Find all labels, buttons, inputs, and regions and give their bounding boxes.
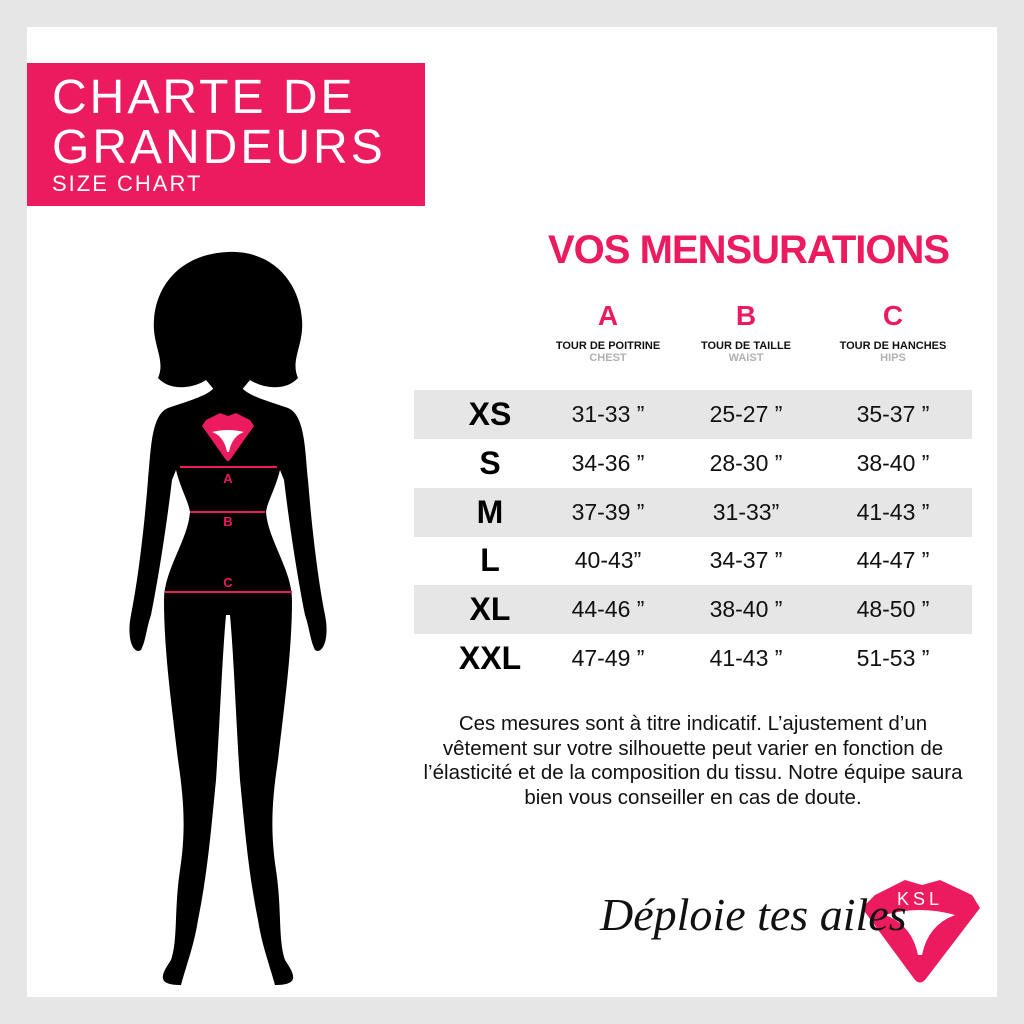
- measure-cell-c: 44-47 ”: [856, 547, 930, 574]
- column-name: TOUR DE POITRINE: [555, 340, 661, 352]
- title-line-1: CHARTE DE: [52, 71, 356, 124]
- measure-cell-b: 38-40 ”: [709, 596, 783, 623]
- column-english: WAIST: [728, 352, 764, 364]
- measure-lines: [165, 466, 292, 593]
- measure-cell-a: 37-39 ”: [571, 498, 645, 525]
- size-cell: S: [479, 444, 501, 481]
- column-header-a: A TOUR DE POITRINE CHEST: [528, 300, 688, 364]
- size-cell: XXL: [458, 640, 522, 676]
- size-cell: L: [480, 542, 500, 579]
- table-row: XL 44-46 ” 38-40 ” 48-50 ”: [414, 585, 972, 635]
- column-letter: A: [597, 300, 619, 331]
- measure-cell-c: 41-43 ”: [856, 498, 930, 525]
- title: CHARTE DE GRANDEURS: [52, 73, 386, 173]
- measure-cell-c: 48-50 ”: [856, 596, 930, 623]
- size-cell: XL: [469, 591, 511, 628]
- measure-cell-b: 31-33”: [712, 498, 780, 525]
- measure-cell-a: 34-36 ”: [571, 449, 645, 476]
- measure-cell-a: 31-33 ”: [571, 401, 645, 427]
- title-banner: CHARTE DE GRANDEURS SIZE CHART: [27, 63, 425, 206]
- table-row: S 34-36 ” 28-30 ” 38-40 ”: [414, 439, 972, 488]
- table-row: L 40-43” 34-37 ” 44-47 ”: [414, 536, 972, 585]
- column-name: TOUR DE TAILLE: [700, 340, 792, 352]
- slogan: Déploie tes ailes: [600, 889, 907, 940]
- label-b: B: [223, 514, 232, 529]
- measure-cell-a: 44-46 ”: [571, 596, 645, 623]
- column-letter: B: [735, 300, 757, 331]
- label-c: C: [223, 575, 233, 590]
- measure-cell-b: 41-43 ”: [709, 645, 783, 671]
- size-cell: XS: [468, 396, 512, 432]
- title-line-2: GRANDEURS: [52, 121, 386, 174]
- measure-cell-c: 51-53 ”: [856, 645, 930, 671]
- disclaimer-note: Ces mesures sont à titre indicatif. L’aj…: [423, 712, 963, 809]
- measure-cell-b: 34-37 ”: [709, 547, 783, 574]
- measure-cell-b: 28-30 ”: [709, 449, 783, 476]
- column-header-b: B TOUR DE TAILLE WAIST: [666, 300, 826, 364]
- column-header-c: C TOUR DE HANCHES HIPS: [813, 300, 973, 364]
- column-english: HIPS: [880, 352, 906, 364]
- logo-text: KSL: [897, 889, 943, 909]
- column-name: TOUR DE HANCHES: [839, 340, 947, 352]
- measure-cell-a: 47-49 ”: [571, 645, 645, 671]
- measure-cell-c: 35-37 ”: [856, 401, 930, 427]
- label-a: A: [223, 471, 233, 486]
- measure-cell-b: 25-27 ”: [709, 401, 783, 427]
- column-letter: C: [882, 300, 904, 331]
- measure-cell-a: 40-43”: [574, 547, 642, 574]
- ksl-logo: KSL: [862, 880, 980, 983]
- size-cell: M: [476, 493, 504, 530]
- table-row: XS 31-33 ” 25-27 ” 35-37 ”: [414, 390, 972, 439]
- chest-logo: [202, 413, 254, 461]
- measure-cell-c: 38-40 ”: [856, 449, 930, 476]
- section-heading: VOS MENSURATIONS: [548, 228, 950, 272]
- subtitle: SIZE CHART: [52, 171, 203, 196]
- column-english: CHEST: [589, 352, 627, 364]
- table-row: XXL 47-49 ” 41-43 ” 51-53 ”: [414, 634, 972, 683]
- table-row: M 37-39 ” 31-33” 41-43 ”: [414, 487, 972, 537]
- silhouette: [129, 251, 327, 985]
